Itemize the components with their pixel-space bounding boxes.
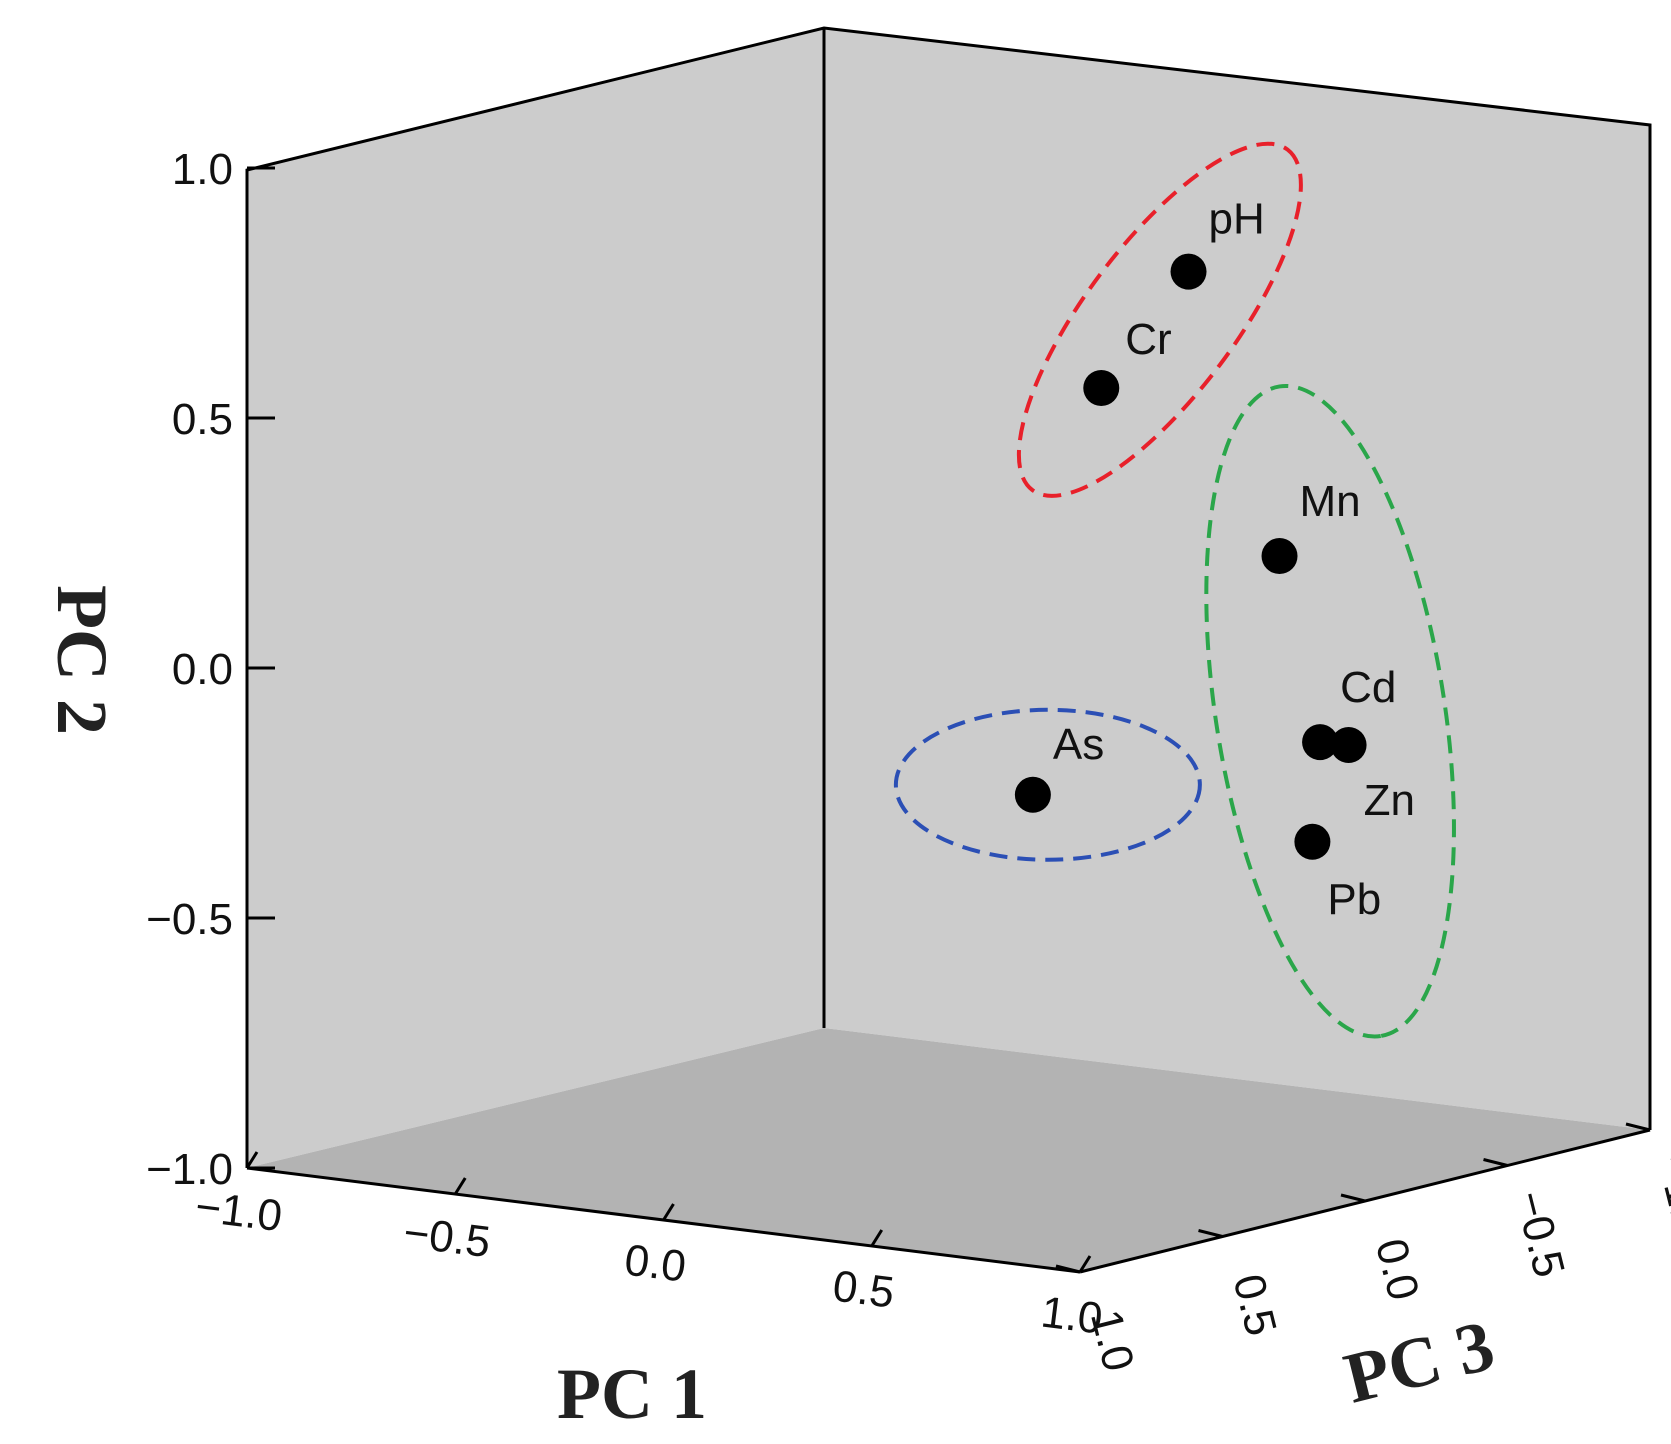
point-label-zn: Zn: [1364, 776, 1415, 825]
pane-outline: [245, 26, 1652, 1168]
tick-labels: −1.0 −0.5 0.0 0.5 1.0 −1.0 −0.5 0.0 0.5 1.0 −1.0 −0…: [146, 145, 1671, 1376]
z-tick-mark: [1055, 1264, 1081, 1274]
x-tick-mark: [245, 1151, 259, 1169]
x-tick-label: 0.5: [830, 1262, 897, 1318]
left-back-wall: [247, 28, 824, 1168]
y-tick-label: 0.0: [172, 645, 233, 694]
z-tick-label: −1.0: [1648, 1150, 1671, 1246]
x-tick-mark: [1078, 1255, 1092, 1273]
y-tick-label: −1.0: [146, 1145, 233, 1194]
data-point-cr: [1083, 370, 1120, 407]
point-labels: pH Cr As Mn Cd Zn Pb: [1053, 195, 1415, 924]
x-axis-title: PC 1: [557, 1354, 707, 1434]
data-point-pb: [1294, 823, 1331, 860]
right-back-wall: [824, 28, 1650, 1130]
y-tick-label: −0.5: [146, 895, 233, 944]
z-tick-label: 0.5: [1223, 1269, 1285, 1340]
x-tick-mark: [870, 1229, 884, 1247]
group-ellipse-3: [1204, 383, 1456, 1039]
y-tick-label: 1.0: [172, 145, 233, 194]
z-tick-label: −0.5: [1505, 1186, 1574, 1282]
x-tick-label: 0.0: [622, 1236, 689, 1292]
point-label-as: As: [1053, 720, 1104, 769]
x-tick-label: −0.5: [401, 1208, 493, 1267]
point-label-pb: Pb: [1327, 875, 1381, 924]
z-tick-label: 0.0: [1366, 1234, 1428, 1305]
z-tick-mark: [1483, 1158, 1508, 1167]
z-axis-title: PC 3: [1337, 1305, 1502, 1419]
point-label-cr: Cr: [1125, 315, 1171, 364]
point-label-ph: pH: [1209, 195, 1265, 244]
data-point-as: [1014, 776, 1051, 813]
x-tick-mark: [662, 1203, 675, 1221]
z-tick-mark: [1340, 1193, 1366, 1203]
group-ellipse-1: [1016, 141, 1303, 498]
z-tick-mark: [1198, 1229, 1223, 1238]
data-point-cd: [1302, 724, 1339, 761]
point-label-cd: Cd: [1340, 663, 1396, 712]
x-tick-mark: [453, 1177, 467, 1195]
x-tick-label: −1.0: [193, 1182, 285, 1241]
y-axis-title: PC 2: [42, 585, 122, 735]
point-label-mn: Mn: [1300, 477, 1361, 526]
group-ellipses: [893, 141, 1456, 1039]
x-tick-label: 1.0: [1038, 1288, 1105, 1344]
data-points: [1014, 253, 1367, 860]
z-tick-mark: [1625, 1122, 1651, 1132]
tick-marks: [245, 166, 1651, 1274]
data-point-ph: [1170, 253, 1207, 290]
group-ellipse-2: [893, 707, 1202, 862]
z-tick-label: 1.0: [1081, 1305, 1143, 1376]
chart-panes: [245, 26, 1652, 1274]
y-tick-label: 0.5: [172, 395, 233, 444]
data-point-mn: [1261, 538, 1298, 575]
data-point-zn: [1330, 727, 1367, 763]
